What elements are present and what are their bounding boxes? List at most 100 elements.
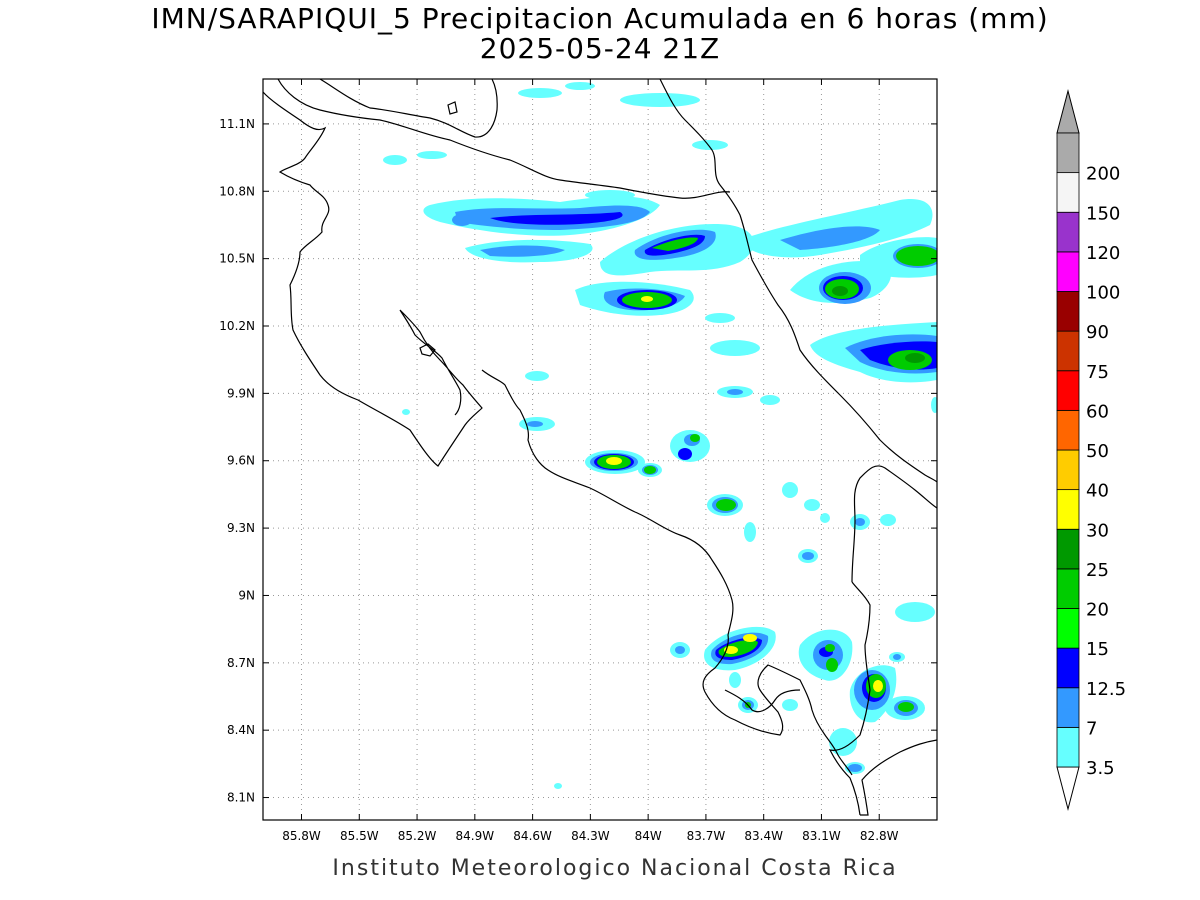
- border-costa-rica-panama-lower: [828, 581, 871, 816]
- rain-speck: [417, 151, 447, 159]
- rain-speck: [895, 602, 935, 622]
- colorbar-label: 30: [1086, 520, 1109, 541]
- rain-band-north-2: [465, 239, 593, 263]
- rain-speck: [585, 190, 635, 200]
- rain-speck: [727, 389, 743, 395]
- coastlines-and-borders: [263, 79, 937, 816]
- colorbar-label: 150: [1086, 203, 1120, 224]
- coastline-caribbean: [659, 79, 937, 483]
- rain-speck: [525, 371, 549, 381]
- lat-tick-label: 8.1N: [227, 791, 255, 805]
- colorbar-segment: [1056, 608, 1080, 649]
- colorbar-segment: [1056, 449, 1080, 491]
- colorbar-label: 60: [1086, 401, 1109, 422]
- lat-tick-label: 9.6N: [227, 454, 255, 468]
- rain-speck: [554, 783, 562, 789]
- colorbar-segment: [1056, 291, 1080, 332]
- lon-tick-label: 85.5W: [340, 829, 379, 843]
- colorbar: 3.5 7 12.5 15 20 25 30 40 50 60 75 90 100 120 150 200: [1056, 89, 1126, 811]
- rain-speck: [383, 155, 407, 165]
- colorbar-label: 3.5: [1086, 758, 1115, 779]
- colorbar-label: 15: [1086, 639, 1109, 660]
- colorbar-label: 7: [1086, 718, 1097, 739]
- lon-tick-label: 83.1W: [802, 829, 841, 843]
- rain-speck: [760, 395, 780, 405]
- colorbar-label: 120: [1086, 243, 1120, 264]
- lon-tick-label: 83.7W: [687, 829, 726, 843]
- rain-speck: [692, 140, 728, 150]
- rain-speck: [565, 82, 595, 90]
- rain-cell-8-55N-82-8W: [849, 665, 897, 723]
- colorbar-segment: [1056, 528, 1080, 570]
- rain-cell-10-3N-84W: [575, 281, 694, 316]
- colorbar-label: 200: [1086, 164, 1120, 185]
- rain-speck: [829, 728, 857, 756]
- chart-subtitle-datetime: 2025-05-24 21Z: [479, 32, 721, 65]
- lat-tick-label: 8.7N: [227, 656, 255, 670]
- lat-tick-label: 11.1N: [219, 117, 255, 131]
- colorbar-label: 90: [1086, 322, 1109, 343]
- golfo-dulce-shore: [724, 689, 801, 713]
- map-background: [263, 79, 937, 820]
- colorbar-segment: [1056, 489, 1080, 530]
- colorbar-segment: [1056, 370, 1080, 411]
- colorbar-over-triangle: [1056, 89, 1080, 134]
- colorbar-segment: [1056, 330, 1080, 372]
- lake-nicaragua-shore: [319, 79, 498, 138]
- lon-tick-label: 82.8W: [860, 829, 899, 843]
- rain-speck: [729, 672, 741, 688]
- colorbar-label: 12.5: [1086, 679, 1126, 700]
- lat-tick-label: 9.9N: [227, 386, 255, 400]
- chart-title: IMN/SARAPIQUI_5 Precipitacion Acumulada …: [151, 2, 1049, 35]
- rain-cell-8-7N-83-05W: [798, 629, 853, 681]
- colorbar-segment: [1056, 132, 1080, 174]
- rain-cell-10-5N-82-6W: [860, 237, 937, 278]
- colorbar-segment: [1056, 211, 1080, 253]
- colorbar-segment: [1056, 647, 1080, 689]
- coastline-pacific-central-south: [481, 369, 853, 776]
- rain-band-north-3: [600, 224, 754, 276]
- rain-speck: [705, 313, 735, 323]
- colorbar-segment: [1056, 172, 1080, 213]
- rain-cell-10-05N-82-7W: [810, 322, 937, 383]
- coastline-burica: [860, 739, 937, 816]
- rain-speck: [527, 421, 543, 427]
- colorbar-segment: [1056, 687, 1080, 728]
- gulf-island: [419, 343, 436, 357]
- footer-institution: Instituto Meteorologico Nacional Costa R…: [332, 856, 898, 881]
- colorbar-label: 75: [1086, 362, 1109, 383]
- colorbar-label: 40: [1086, 481, 1109, 502]
- rain-speck: [782, 482, 798, 498]
- lon-tick-label: 83.4W: [744, 829, 783, 843]
- colorbar-label: 100: [1086, 283, 1120, 304]
- colorbar-label: 25: [1086, 560, 1109, 581]
- lat-tick-label: 10.2N: [219, 319, 255, 333]
- rain-speck: [802, 552, 814, 560]
- rain-band-north-east: [740, 199, 933, 258]
- rain-speck: [518, 88, 562, 98]
- border-costa-rica-panama-upper: [851, 465, 937, 583]
- colorbar-segment: [1056, 409, 1080, 451]
- rain-speck: [804, 499, 820, 511]
- lon-tick-label: 84.9W: [456, 829, 495, 843]
- rain-speck: [782, 699, 798, 711]
- rain-cell-10-4N-82-9W: [790, 260, 891, 304]
- rain-cell-9-4N-83-6W: [707, 494, 743, 516]
- border-nicaragua-costa-rica: [277, 79, 731, 199]
- lat-tick-label: 10.8N: [219, 184, 255, 198]
- colorbar-under-triangle: [1056, 766, 1080, 811]
- colorbar-segment: [1056, 726, 1080, 768]
- rain-cell-8-75N-83-5W: [670, 626, 776, 671]
- rain-band-north-1: [423, 196, 660, 236]
- colorbar-segment: [1056, 251, 1080, 292]
- colorbar-label: 50: [1086, 441, 1109, 462]
- longitude-axis: 85.8W 85.5W 85.2W 84.9W 84.6W 84.3W 84W 83.7W 83…: [282, 79, 899, 843]
- coastline-guanacaste: [263, 91, 483, 467]
- rain-speck: [880, 514, 896, 526]
- rain-cell-8-5N-82-6W: [885, 696, 925, 720]
- rain-speck: [744, 522, 756, 542]
- rain-speck: [402, 409, 410, 415]
- lat-tick-label: 8.4N: [227, 723, 255, 737]
- lon-tick-label: 84.6W: [513, 829, 552, 843]
